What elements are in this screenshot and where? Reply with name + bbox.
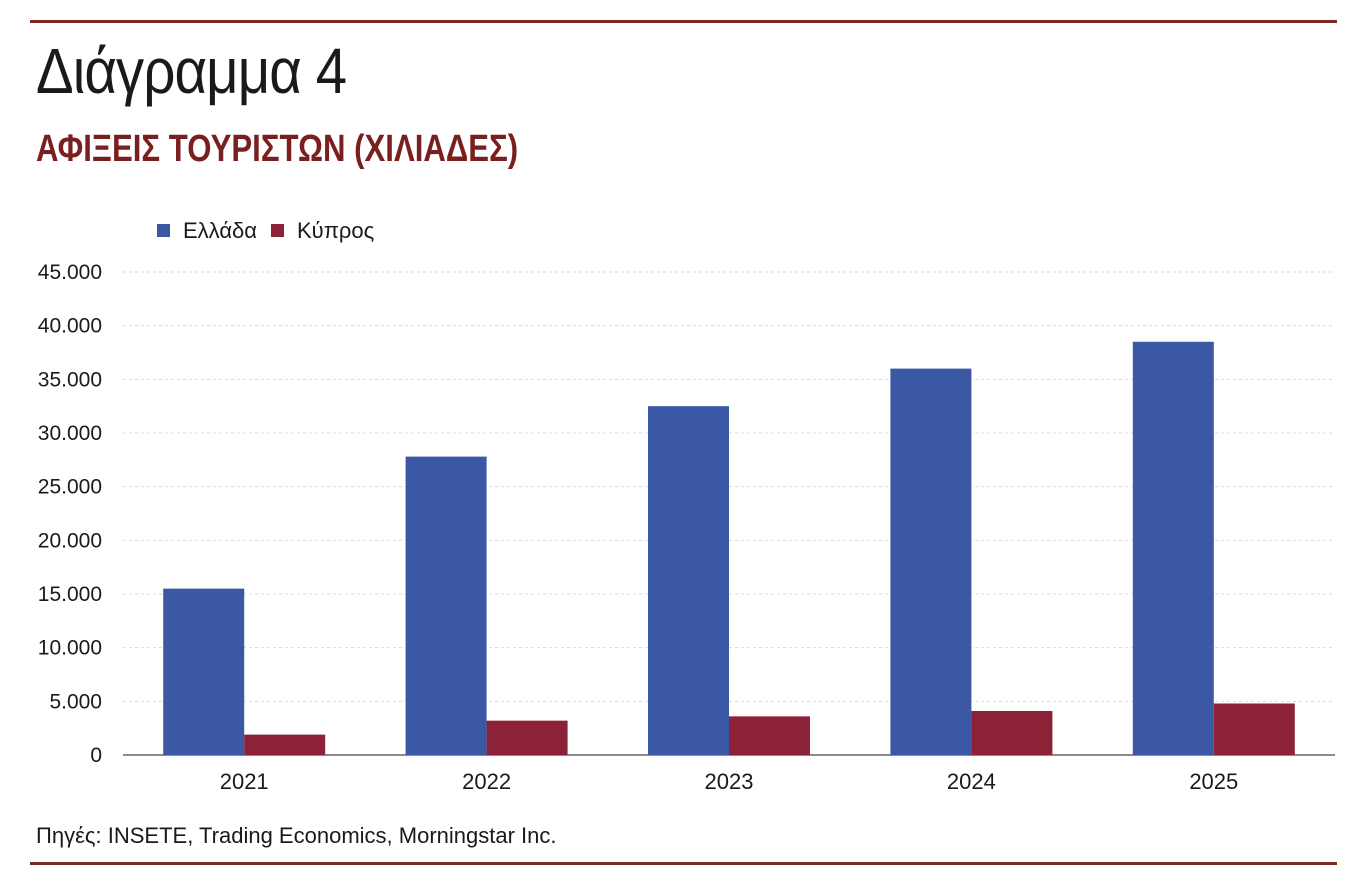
y-tick-label: 5.000 <box>49 690 102 713</box>
bar-cyprus-2023 <box>729 716 810 755</box>
y-tick-label: 25.000 <box>38 476 102 499</box>
x-tick-label: 2022 <box>462 769 511 794</box>
y-tick-label: 30.000 <box>38 422 102 445</box>
bar-greece-2021 <box>163 588 245 755</box>
x-tick-label: 2023 <box>705 769 754 794</box>
chart-subtitle: ΑΦΙΞΕΙΣ ΤΟΥΡΙΣΤΩΝ (ΧΙΛΙΑΔΕΣ) <box>36 128 519 170</box>
source-note: Πηγές: INSETE, Trading Economics, Mornin… <box>36 823 557 848</box>
x-tick-label: 2021 <box>220 769 269 794</box>
legend-swatch <box>157 224 170 237</box>
bar-greece-2024 <box>890 368 972 755</box>
y-tick-label: 20.000 <box>38 529 102 552</box>
chart-heading: Διάγραμμα 4 <box>36 35 347 107</box>
legend-swatch <box>271 224 284 237</box>
legend-label: Ελλάδα <box>183 218 257 243</box>
x-tick-label: 2024 <box>947 769 996 794</box>
bar-greece-2023 <box>648 406 729 755</box>
y-tick-label: 40.000 <box>38 315 102 338</box>
bar-cyprus-2022 <box>486 720 568 755</box>
top-rule <box>30 20 1337 23</box>
bar-greece-2022 <box>405 456 487 755</box>
y-tick-label: 0 <box>90 744 102 767</box>
y-tick-label: 10.000 <box>38 637 102 660</box>
y-tick-label: 45.000 <box>38 261 102 284</box>
legend-label: Κύπρος <box>297 218 374 243</box>
bottom-rule <box>30 862 1337 865</box>
y-tick-label: 35.000 <box>38 368 102 391</box>
bar-cyprus-2025 <box>1213 703 1295 755</box>
bar-cyprus-2024 <box>971 710 1053 755</box>
bar-greece-2025 <box>1132 341 1214 755</box>
bar-cyprus-2021 <box>244 734 326 755</box>
x-tick-label: 2025 <box>1189 769 1238 794</box>
bar-chart: 0 5.000 10.000 15.000 20.000 25.000 30.000 35.0… <box>38 218 1335 794</box>
y-tick-label: 15.000 <box>38 583 102 606</box>
